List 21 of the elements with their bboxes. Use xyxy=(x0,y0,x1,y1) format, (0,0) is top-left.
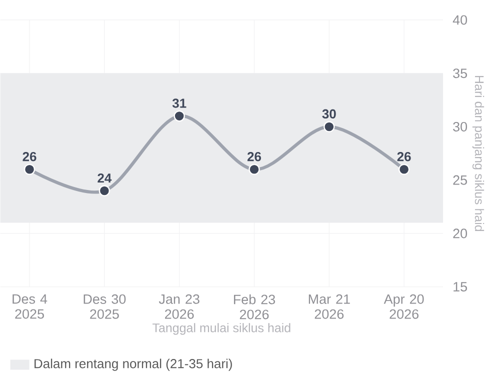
x-tick-label: Des 30 2025 xyxy=(84,294,126,320)
data-label: 31 xyxy=(172,98,186,108)
x-tick-label: Mar 21 2026 xyxy=(308,294,350,320)
data-label: 24 xyxy=(98,174,112,183)
y-axis-title: Hari dan panjang siklus haid xyxy=(472,76,484,232)
y-tick-label: 35 xyxy=(453,68,467,78)
data-label: 30 xyxy=(322,109,336,119)
x-tick-label: Feb 23 2026 xyxy=(234,294,276,320)
x-tick-label: Jan 23 2026 xyxy=(158,294,200,320)
x-tick-label: Des 4 2025 xyxy=(12,294,48,319)
y-tick-label: 30 xyxy=(453,122,468,132)
x-tick-label: Apr 20 2026 xyxy=(384,294,424,320)
y-tick-label: 25 xyxy=(453,175,467,185)
y-tick-label: 40 xyxy=(452,15,468,25)
data-label: 26 xyxy=(22,152,36,162)
data-label: 26 xyxy=(397,152,411,162)
legend-label: Dalam rentang normal (21-35 hari) xyxy=(34,358,232,371)
x-axis-title: Tanggal mulai siklus haid xyxy=(152,323,290,335)
data-label: 26 xyxy=(247,152,262,162)
y-tick-label: 20 xyxy=(453,228,468,238)
y-tick-label: 15 xyxy=(454,282,467,292)
